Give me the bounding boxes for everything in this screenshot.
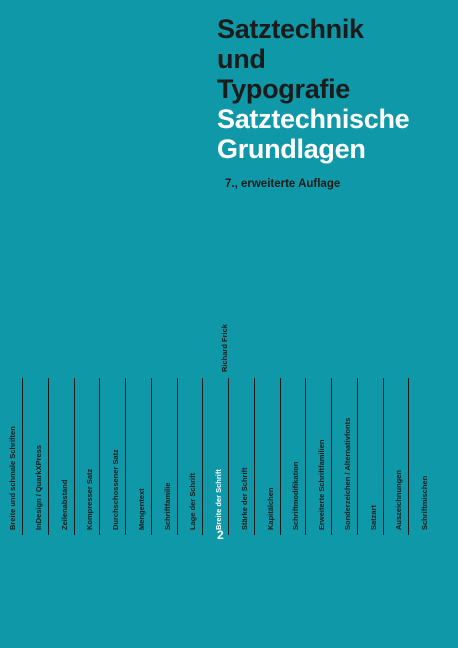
column-divider — [150, 378, 152, 535]
topic-label: Schriftmischen — [420, 475, 429, 530]
topic-label: Kompresser Satz — [85, 468, 95, 530]
column-divider — [125, 378, 126, 535]
edition-label: 7., erweiterte Auflage — [225, 178, 341, 190]
topic-label: Breite und schmale Schriften — [8, 426, 17, 530]
topic-label: Kapitälchen — [265, 487, 275, 530]
topic-label: Lage der Schrift — [188, 472, 198, 530]
title-line-1: Satztechnik — [217, 14, 364, 44]
column-divider — [305, 378, 307, 535]
volume-number: 2 — [217, 528, 224, 542]
author-name: Richard Frick — [220, 324, 229, 372]
subtitle-line-1: Satztechnische — [217, 104, 410, 134]
subtitle-line-2: Grundlagen — [217, 134, 366, 164]
column-divider — [99, 378, 101, 535]
column-divider — [202, 378, 204, 535]
topic-label: Durchschossener Satz — [111, 449, 120, 530]
topic-label: Mengentext — [136, 488, 146, 530]
column-divider — [47, 378, 49, 535]
column-divider — [22, 378, 23, 535]
topic-label: InDesign / QuarkXPress — [33, 444, 43, 530]
topic-label: Schriftfamilie — [162, 482, 172, 530]
column-divider — [253, 378, 255, 535]
topic-label: Sonderzeichen / Alternativfonts — [342, 417, 352, 530]
column-divider — [279, 378, 281, 535]
topic-label: Stärke der Schrift — [239, 467, 249, 530]
column-divider — [382, 378, 384, 535]
title-line-2: und — [217, 44, 266, 74]
column-divider — [408, 378, 410, 535]
column-divider — [331, 378, 332, 535]
topic-label: Zeilenabstand — [59, 479, 69, 530]
topic-label: Erweiterte Schriftfamilien — [317, 439, 326, 530]
column-divider — [228, 378, 229, 535]
column-divider — [73, 378, 75, 535]
topic-label: Auszeichnungen — [394, 469, 404, 530]
column-divider — [176, 378, 178, 535]
topic-label: Schriftmodifikation — [291, 461, 301, 530]
topic-label: Breite der Schrift — [214, 469, 223, 530]
title-block: Satztechnik und Typografie Satztechnisch… — [217, 14, 457, 164]
topic-label: Satzart — [368, 504, 378, 530]
column-divider — [356, 378, 358, 535]
title-line-3: Typografie — [217, 74, 351, 104]
